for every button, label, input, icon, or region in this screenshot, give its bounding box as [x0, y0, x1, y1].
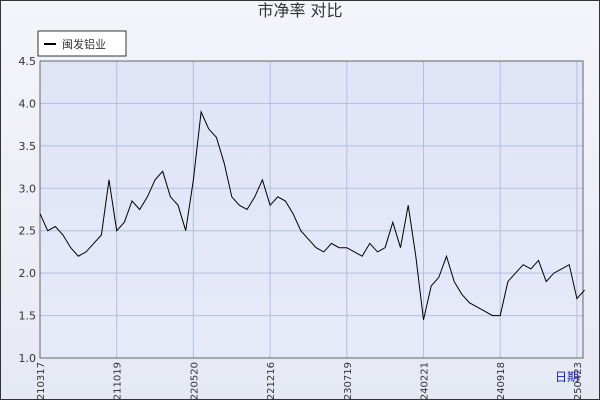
x-tick-label: 20240918 [496, 362, 507, 400]
y-tick-label: 4.0 [19, 97, 37, 110]
y-tick-label: 3.0 [19, 182, 37, 195]
x-tick-label: 20250423 [573, 362, 584, 400]
x-tick-label: 20230719 [343, 362, 354, 400]
plot-border [39, 60, 584, 359]
y-tick-label: 2.0 [19, 267, 37, 280]
x-axis-label: 日期 [555, 370, 579, 384]
x-tick-label: 20211019 [113, 362, 124, 400]
chart-title: 市净率 对比 [257, 1, 342, 20]
y-tick-label: 1.0 [19, 352, 37, 365]
x-tick-label: 20221216 [266, 362, 277, 400]
legend: 闽发铝业 [37, 30, 127, 57]
data-line [39, 110, 585, 320]
y-tick-label: 3.5 [19, 140, 37, 153]
plot-area [40, 61, 583, 358]
legend-label: 闽发铝业 [62, 37, 106, 51]
x-tick-label: 20210317 [36, 362, 47, 400]
y-tick-label: 2.5 [19, 225, 37, 238]
y-tick-label: 1.5 [19, 310, 37, 323]
x-tick-label: 20240221 [420, 362, 431, 400]
y-tick-label: 4.5 [19, 55, 37, 68]
x-tick-label: 20220520 [189, 362, 200, 400]
